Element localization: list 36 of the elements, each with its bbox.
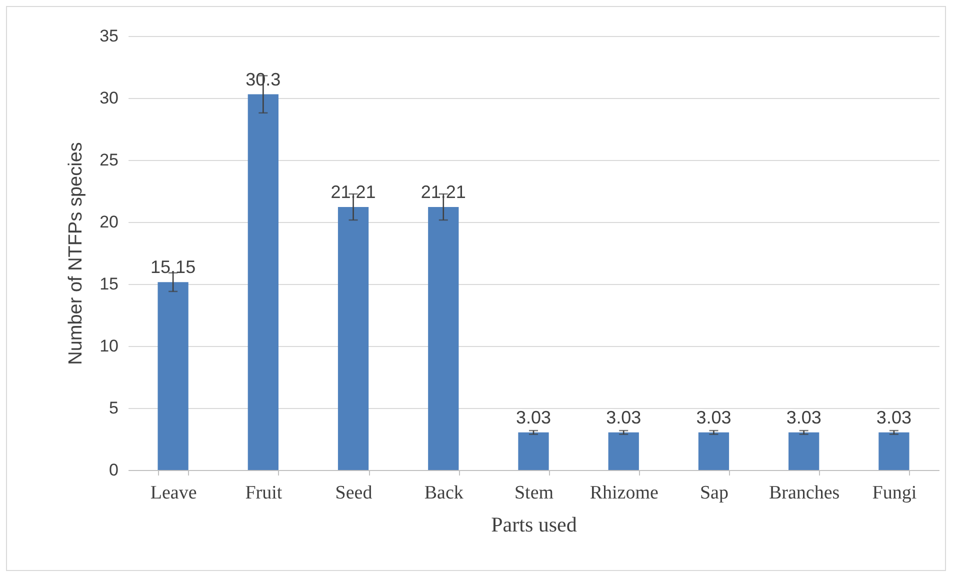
y-tick-label: 10 — [100, 336, 118, 356]
bar — [608, 432, 639, 470]
data-label: 21.21 — [420, 182, 466, 202]
bar — [698, 432, 730, 470]
y-tick-label: 15 — [100, 274, 118, 294]
y-tick-label: 20 — [100, 212, 118, 232]
y-tick-label: 5 — [109, 398, 118, 418]
bar — [248, 94, 278, 470]
bar — [788, 432, 820, 470]
bar — [158, 282, 188, 470]
x-tick-label: Rhizome — [590, 482, 658, 504]
bar — [428, 206, 459, 470]
x-tick-label: Back — [424, 482, 464, 504]
data-label: 3.03 — [696, 407, 732, 428]
data-label: 21.21 — [330, 182, 376, 202]
x-tick-label: Leave — [150, 482, 197, 504]
y-tick-label: 0 — [109, 460, 118, 480]
x-tick-label: Seed — [335, 482, 373, 504]
data-label: 15.15 — [150, 257, 196, 278]
data-label: 3.03 — [786, 407, 822, 428]
data-label: 3.03 — [606, 407, 642, 428]
bar — [878, 432, 910, 470]
x-axis-title: Parts used — [491, 512, 578, 536]
bar — [518, 432, 549, 470]
data-label: 3.03 — [516, 407, 552, 428]
x-tick-label: Fruit — [245, 482, 283, 504]
y-tick-label: 30 — [100, 88, 118, 108]
bar — [338, 206, 369, 470]
y-axis-title: Number of NTFPs species — [66, 142, 87, 365]
x-tick-label: Sap — [700, 482, 728, 504]
x-tick-label: Stem — [514, 482, 554, 504]
x-tick-label: Branches — [768, 482, 840, 504]
data-label: 3.03 — [876, 407, 912, 428]
y-tick-label: 35 — [100, 26, 118, 46]
x-tick-label: Fungi — [872, 482, 917, 504]
y-tick-label: 25 — [100, 150, 118, 170]
